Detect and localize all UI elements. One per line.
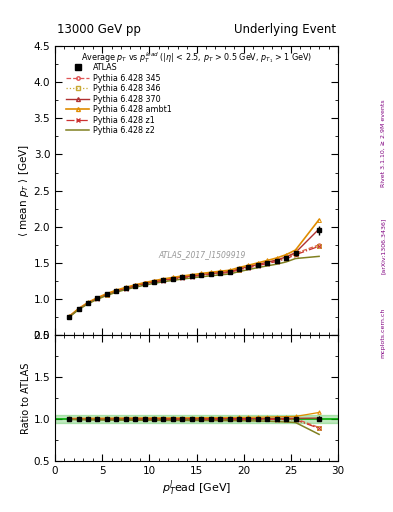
Bar xyxy=(55,415,338,423)
Text: ATLAS_2017_I1509919: ATLAS_2017_I1509919 xyxy=(158,250,246,259)
Legend: ATLAS, Pythia 6.428 345, Pythia 6.428 346, Pythia 6.428 370, Pythia 6.428 ambt1,: ATLAS, Pythia 6.428 345, Pythia 6.428 34… xyxy=(65,61,173,137)
X-axis label: $p_T^l$ead [GeV]: $p_T^l$ead [GeV] xyxy=(162,478,231,498)
Text: 13000 GeV pp: 13000 GeV pp xyxy=(57,23,141,36)
Y-axis label: $\langle$ mean $p_T$ $\rangle$ [GeV]: $\langle$ mean $p_T$ $\rangle$ [GeV] xyxy=(17,144,31,237)
Text: Rivet 3.1.10, ≥ 2.9M events: Rivet 3.1.10, ≥ 2.9M events xyxy=(381,99,386,187)
Text: Average $p_T$ vs $p_T^{lead}$ ($|\eta|$ < 2.5, $p_T$ > 0.5 GeV, $p_{T_1}$ > 1 Ge: Average $p_T$ vs $p_T^{lead}$ ($|\eta|$ … xyxy=(81,50,312,66)
Text: mcplots.cern.ch: mcplots.cern.ch xyxy=(381,308,386,358)
Text: [arXiv:1306.3436]: [arXiv:1306.3436] xyxy=(381,218,386,274)
Y-axis label: Ratio to ATLAS: Ratio to ATLAS xyxy=(21,362,31,434)
Text: Underlying Event: Underlying Event xyxy=(234,23,336,36)
